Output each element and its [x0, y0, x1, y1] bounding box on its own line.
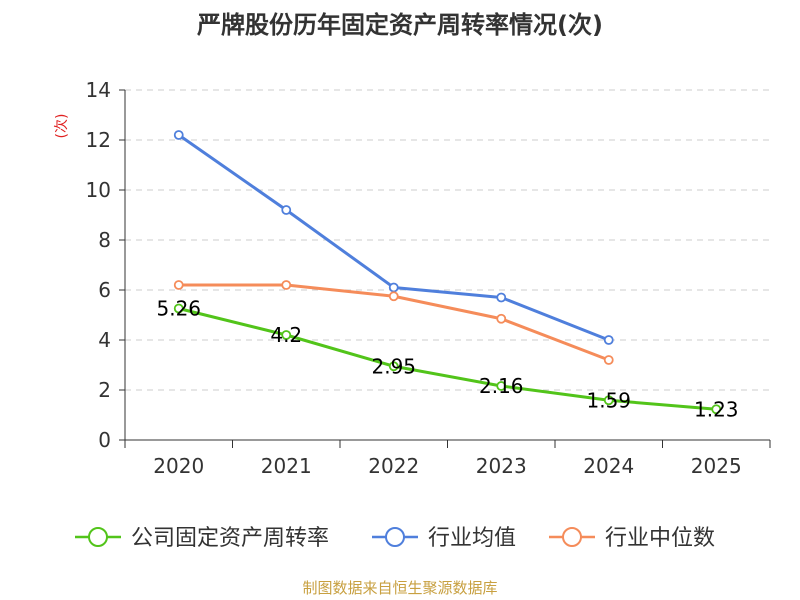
y-tick-label: 0: [98, 428, 111, 452]
x-tick-label: 2023: [476, 454, 527, 478]
data-point: [496, 292, 507, 303]
series-lines: [173, 130, 722, 415]
data-point: [603, 335, 614, 345]
data-label: 4.2: [270, 323, 302, 347]
y-tick-label: 2: [98, 378, 111, 402]
y-tick-label: 10: [86, 178, 111, 202]
source-note: 制图数据来自恒生聚源数据库: [302, 579, 497, 597]
legend-marker: [385, 527, 405, 547]
x-tick-label: 2025: [691, 454, 742, 478]
data-label: 5.26: [156, 297, 201, 321]
data-labels: 5.26 4.2 2.95 2.16 1.59 1.23: [156, 297, 738, 422]
data-point: [496, 313, 507, 324]
legend-label: 行业均值: [428, 526, 516, 551]
y-axis-label: (次): [54, 114, 70, 139]
data-point: [603, 395, 614, 406]
data-point: [388, 282, 399, 293]
legend-label: 行业中位数: [605, 526, 715, 551]
x-tick-label: 2020: [153, 454, 204, 478]
x-tick-label: 2021: [261, 454, 312, 478]
data-label: 1.59: [586, 388, 631, 412]
data-point: [711, 404, 722, 415]
data-point: [388, 291, 399, 302]
x-tick-label: 2024: [583, 454, 634, 478]
y-tick-label: 14: [86, 78, 111, 102]
series-line-1: [177, 133, 611, 342]
data-point: [496, 381, 507, 391]
y-tick-label: 6: [98, 278, 111, 302]
axes: 0 2 4 6 8 10 12 14 2020 2021 2022 2023 2024 2025: [86, 78, 771, 478]
legend-marker: [562, 527, 582, 547]
data-point: [173, 130, 184, 140]
y-tick-label: 12: [86, 128, 111, 152]
data-point: [603, 355, 614, 365]
data-label: 2.95: [371, 354, 416, 378]
data-label: 1.23: [694, 397, 739, 421]
y-tick-label: 4: [98, 328, 111, 352]
data-point: [281, 280, 292, 290]
data-label: 2.16: [479, 374, 524, 398]
data-point: [388, 361, 399, 372]
legend: 公司固定资产周转率 行业均值 行业中位数: [75, 526, 715, 551]
chart-title: 严牌股份历年固定资产周转率情况(次): [197, 11, 603, 39]
legend-label: 公司固定资产周转率: [131, 526, 329, 551]
data-point: [173, 303, 184, 314]
x-tick-label: 2022: [368, 454, 419, 478]
grid-lines: [125, 89, 770, 391]
legend-marker: [88, 527, 108, 547]
y-tick-label: 8: [98, 228, 111, 252]
series-line-0: [177, 307, 718, 411]
data-point: [281, 330, 292, 340]
data-point: [173, 280, 184, 290]
data-point: [281, 205, 292, 215]
